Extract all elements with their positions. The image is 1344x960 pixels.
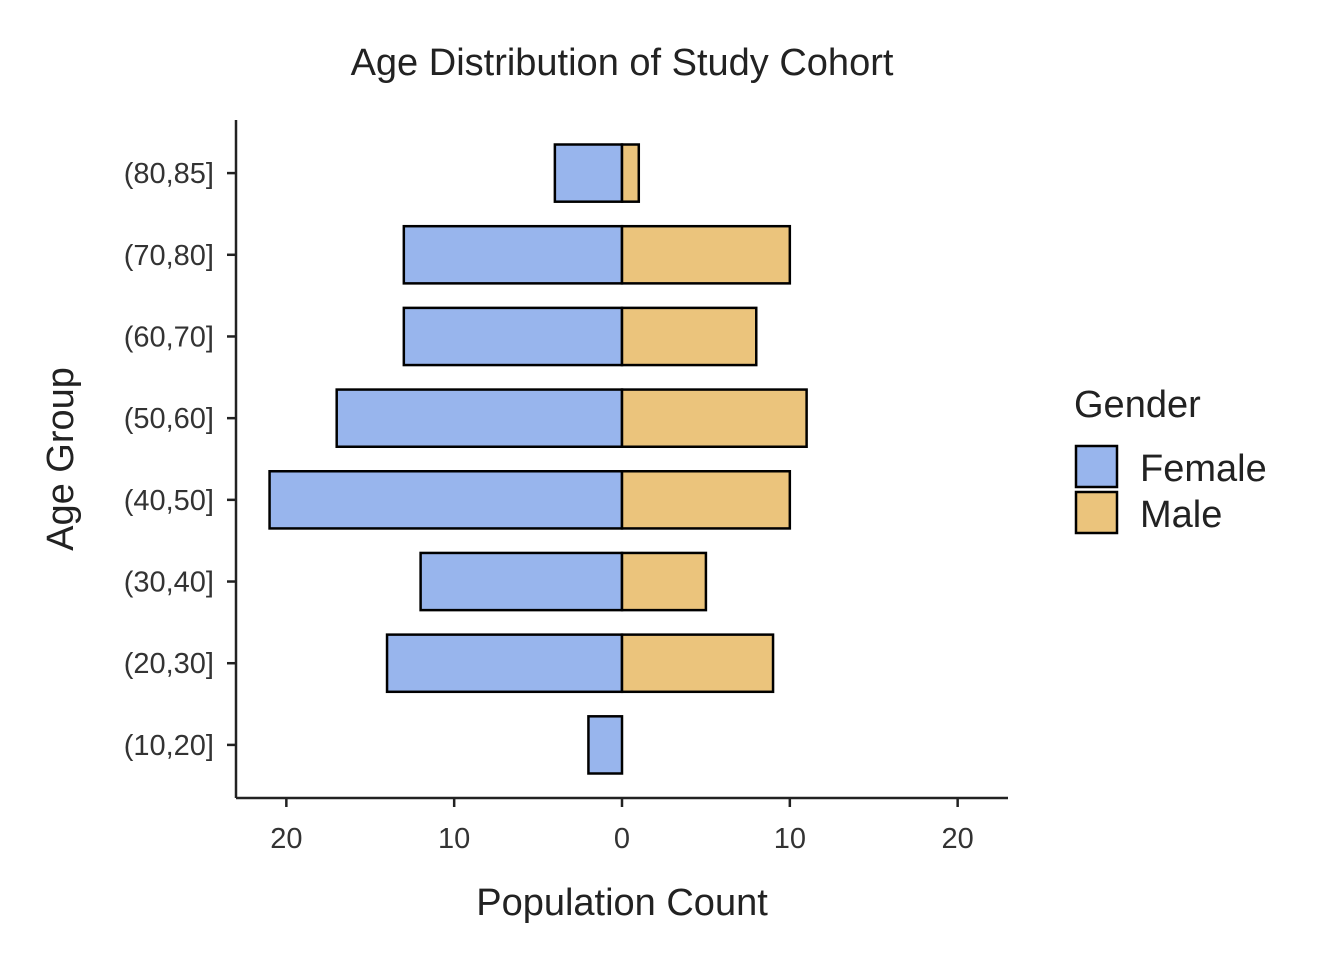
y-axis-title: Age Group: [40, 367, 82, 551]
bars-layer: [268, 143, 808, 775]
bar-male-3: [620, 470, 792, 530]
x-tick-label: 10: [438, 823, 470, 855]
bar-male-7: [620, 143, 641, 203]
axes-layer: (10,20] (20,30] (30,40] (40,50] (50,60] (60,7…: [124, 120, 1008, 855]
bar-female-2: [419, 551, 624, 612]
x-tick-label: 0: [614, 823, 630, 855]
y-tick-label: (70,80]: [124, 240, 214, 272]
legend-title: Gender: [1074, 384, 1201, 426]
x-tick-label: 20: [270, 823, 302, 855]
bar-female-6: [402, 224, 624, 285]
y-tick-label: (50,60]: [124, 403, 214, 435]
y-tick-label: (40,50]: [124, 485, 214, 517]
x-tick-label: 20: [942, 823, 974, 855]
legend-label-male: Male: [1140, 494, 1222, 536]
y-tick-label: (20,30]: [124, 648, 214, 680]
bar-male-2: [620, 551, 708, 612]
bar-male-4: [620, 388, 808, 448]
legend-key-male: [1074, 490, 1119, 535]
y-tick-label: (80,85]: [124, 158, 214, 190]
bar-female-0: [587, 715, 624, 775]
y-tick-label: (10,20]: [124, 730, 214, 762]
bar-female-1: [385, 633, 624, 694]
bar-female-4: [335, 388, 624, 448]
y-tick-label: (30,40]: [124, 567, 214, 599]
x-axis-title: Population Count: [476, 882, 768, 924]
bar-male-6: [620, 224, 792, 285]
legend-label-female: Female: [1140, 448, 1267, 490]
bar-female-5: [402, 306, 624, 367]
bar-female-3: [268, 470, 624, 530]
legend-key-female: [1074, 444, 1119, 489]
bar-male-1: [620, 633, 775, 694]
y-tick-label: (60,70]: [124, 321, 214, 353]
bar-female-7: [553, 143, 624, 203]
chart-title: Age Distribution of Study Cohort: [351, 42, 894, 84]
bar-male-5: [620, 306, 758, 367]
x-tick-label: 10: [774, 823, 806, 855]
